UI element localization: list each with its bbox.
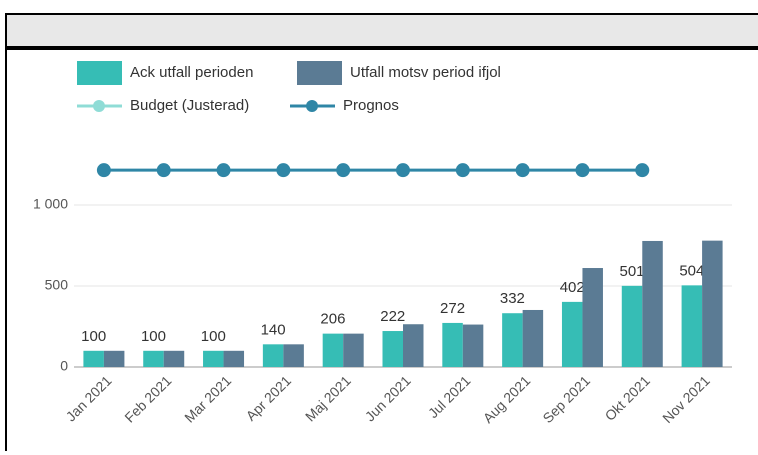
data-label: 272 [440, 300, 465, 317]
data-label: 402 [560, 279, 585, 296]
data-label: 140 [261, 321, 286, 338]
bar [502, 313, 523, 367]
legend-swatch [297, 61, 342, 85]
line-point [96, 163, 111, 178]
bar [143, 350, 164, 367]
y-tick-label: 500 [45, 277, 69, 293]
line-point [156, 163, 171, 178]
line-point [575, 163, 590, 178]
bar [702, 240, 723, 367]
left-border [5, 14, 7, 451]
line-point [515, 163, 530, 178]
bar [403, 324, 424, 367]
x-tick-label: Aug 2021 [480, 372, 534, 426]
x-tick-label: Feb 2021 [121, 372, 174, 425]
y-tick-label: 0 [60, 358, 68, 374]
legend-label: Utfall motsv period ifjol [350, 64, 501, 81]
bar [382, 331, 403, 367]
x-tick-label: Jan 2021 [63, 372, 115, 424]
bar [163, 350, 185, 367]
data-label: 222 [380, 308, 405, 325]
header-divider [6, 46, 758, 50]
x-tick-label: Apr 2021 [243, 372, 295, 424]
line-point [455, 163, 470, 178]
bar [442, 322, 463, 367]
line-point [276, 163, 291, 178]
x-tick-label: Sep 2021 [539, 372, 593, 426]
bar [681, 285, 703, 367]
header-bar [5, 13, 758, 48]
x-tick-label: Jul 2021 [425, 372, 474, 421]
legend-swatch-dot [306, 100, 318, 112]
data-label: 501 [620, 263, 645, 280]
legend-swatch [77, 61, 122, 85]
data-label: 100 [81, 328, 106, 345]
legend-label: Prognos [343, 97, 399, 114]
bar [642, 240, 663, 367]
x-tick-label: Nov 2021 [659, 372, 713, 426]
bar [462, 324, 484, 367]
bar [343, 333, 364, 367]
x-tick-label: Mar 2021 [181, 372, 234, 425]
bar [582, 268, 603, 367]
bar [223, 350, 245, 367]
bar [322, 333, 344, 367]
line-point [396, 163, 410, 178]
data-label: 332 [500, 290, 525, 307]
x-tick-label: Jun 2021 [362, 372, 414, 424]
x-tick-label: Okt 2021 [602, 372, 654, 424]
line-point [336, 163, 351, 178]
y-tick-label: 1 000 [33, 196, 68, 212]
bar [621, 285, 643, 367]
line-point [635, 163, 650, 178]
bar [522, 309, 544, 367]
legend-swatch-dot [93, 100, 105, 112]
line-point [216, 163, 231, 178]
legend-label: Budget (Justerad) [130, 97, 249, 114]
bar [561, 301, 583, 367]
bar [283, 344, 304, 367]
bar [203, 350, 224, 367]
x-tick-label: Maj 2021 [302, 372, 354, 424]
data-label: 100 [141, 328, 166, 345]
data-label: 206 [320, 311, 345, 328]
bar [83, 350, 104, 367]
data-label: 100 [201, 328, 226, 345]
data-label: 504 [679, 262, 704, 279]
bar [103, 350, 125, 367]
bar [262, 344, 284, 367]
legend-label: Ack utfall perioden [130, 64, 253, 81]
